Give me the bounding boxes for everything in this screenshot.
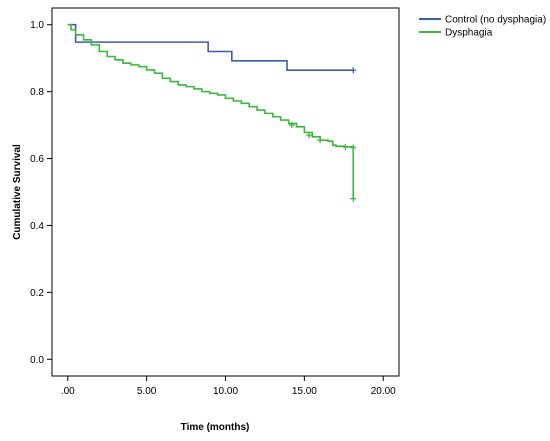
- plot-area: [51, 7, 400, 377]
- legend-label: Dysphagia: [445, 28, 493, 39]
- y-tick-label: 0.2: [30, 288, 44, 299]
- x-tick-label: .00: [61, 386, 75, 397]
- x-tick-label: 15.00: [292, 386, 317, 397]
- x-axis-title: Time (months): [181, 422, 250, 433]
- y-tick-label: 0.0: [30, 355, 44, 366]
- y-tick-label: 0.6: [30, 154, 44, 165]
- y-tick-label: 1.0: [30, 20, 44, 31]
- censor-mark: [350, 195, 357, 202]
- y-axis: 0.0 0.2 0.4 0.6 0.8 1.0: [30, 20, 52, 366]
- censor-mark: [342, 143, 349, 150]
- y-tick-label: 0.8: [30, 87, 44, 98]
- series-group: [67, 23, 357, 202]
- y-tick-label: 0.4: [30, 221, 44, 232]
- censor-mark: [317, 137, 324, 144]
- censor-mark: [350, 67, 357, 74]
- series-line-1: [67, 23, 355, 199]
- legend: Control (no dysphagia) Dysphagia: [419, 15, 546, 39]
- x-axis: .00 5.00 10.00 15.00 20.00: [61, 376, 396, 397]
- x-tick-label: 20.00: [371, 386, 396, 397]
- x-tick-label: 5.00: [137, 386, 157, 397]
- y-axis-title: Cumulative Survival: [12, 144, 23, 240]
- censor-mark: [306, 132, 313, 139]
- x-tick-label: 10.00: [213, 386, 238, 397]
- censor-mark: [350, 144, 357, 151]
- legend-label: Control (no dysphagia): [445, 15, 546, 26]
- censor-mark: [288, 122, 295, 129]
